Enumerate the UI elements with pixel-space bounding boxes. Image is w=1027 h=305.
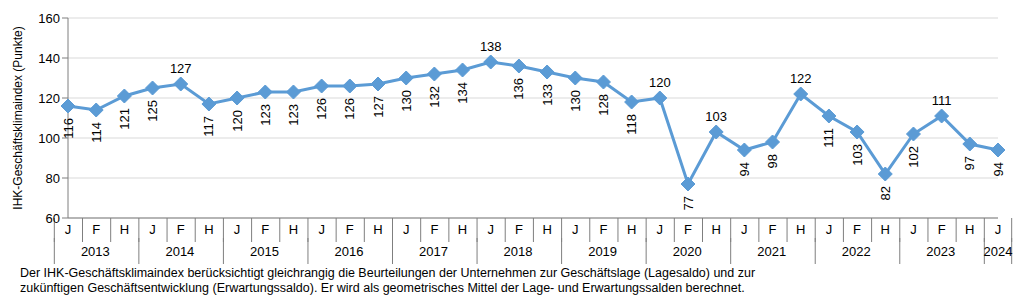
- svg-text:94: 94: [991, 162, 1006, 176]
- svg-text:H: H: [373, 222, 382, 237]
- svg-text:102: 102: [906, 146, 921, 168]
- svg-text:2023: 2023: [926, 244, 955, 259]
- svg-text:J: J: [572, 222, 579, 237]
- svg-text:F: F: [938, 222, 946, 237]
- svg-text:111: 111: [821, 128, 836, 148]
- svg-text:120: 120: [649, 75, 671, 90]
- svg-text:98: 98: [765, 154, 780, 168]
- html-text:zukünftigen Geschäftsentwicklu: zukünftigen Geschäftsentwicklung (Erwart…: [20, 281, 745, 295]
- svg-text:114: 114: [89, 122, 104, 143]
- svg-text:J: J: [741, 222, 748, 237]
- svg-text:121: 121: [117, 108, 132, 130]
- svg-text:132: 132: [427, 86, 442, 108]
- svg-text:H: H: [965, 222, 974, 237]
- svg-text:F: F: [853, 222, 861, 237]
- svg-text:F: F: [177, 222, 185, 237]
- svg-text:100: 100: [38, 131, 60, 146]
- svg-text:136: 136: [511, 78, 526, 100]
- svg-text:126: 126: [342, 98, 357, 120]
- svg-text:2014: 2014: [165, 244, 194, 259]
- svg-text:2017: 2017: [419, 244, 448, 259]
- svg-text:J: J: [487, 222, 494, 237]
- svg-text:2015: 2015: [250, 244, 279, 259]
- svg-text:111: 111: [932, 93, 952, 108]
- svg-text:J: J: [826, 222, 833, 237]
- svg-text:116: 116: [61, 118, 76, 139]
- svg-text:J: J: [403, 222, 410, 237]
- svg-text:103: 103: [705, 109, 727, 124]
- svg-text:2020: 2020: [673, 244, 702, 259]
- svg-text:H: H: [796, 222, 805, 237]
- svg-text:J: J: [657, 222, 664, 237]
- svg-text:H: H: [204, 222, 213, 237]
- svg-text:J: J: [234, 222, 241, 237]
- svg-text:F: F: [346, 222, 354, 237]
- svg-text:H: H: [120, 222, 129, 237]
- svg-text:118: 118: [624, 114, 639, 135]
- svg-text:130: 130: [399, 90, 414, 112]
- svg-text:82: 82: [878, 186, 893, 200]
- svg-text:H: H: [627, 222, 636, 237]
- svg-text:J: J: [910, 222, 917, 237]
- svg-text:H: H: [881, 222, 890, 237]
- svg-text:J: J: [318, 222, 325, 237]
- svg-text:128: 128: [596, 94, 611, 116]
- svg-text:133: 133: [540, 84, 555, 106]
- svg-text:80: 80: [46, 171, 60, 186]
- svg-text:120: 120: [38, 91, 60, 106]
- svg-text:2022: 2022: [842, 244, 871, 259]
- svg-text:160: 160: [38, 11, 60, 26]
- svg-text:2019: 2019: [588, 244, 617, 259]
- svg-text:103: 103: [850, 144, 865, 166]
- svg-text:134: 134: [455, 82, 470, 104]
- svg-text:2016: 2016: [335, 244, 364, 259]
- svg-text:F: F: [92, 222, 100, 237]
- svg-text:F: F: [769, 222, 777, 237]
- svg-text:97: 97: [962, 156, 977, 170]
- svg-text:H: H: [458, 222, 467, 237]
- svg-text:2024: 2024: [984, 244, 1013, 259]
- svg-text:123: 123: [258, 104, 273, 126]
- svg-text:77: 77: [681, 196, 696, 210]
- svg-text:F: F: [515, 222, 523, 237]
- svg-text:117: 117: [201, 116, 216, 137]
- svg-text:126: 126: [314, 98, 329, 120]
- svg-text:2013: 2013: [81, 244, 110, 259]
- svg-text:IHK-Geschäftsklimaindex (Punkt: IHK-Geschäftsklimaindex (Punkte): [11, 26, 25, 209]
- svg-text:127: 127: [170, 61, 192, 76]
- svg-text:J: J: [65, 222, 72, 237]
- svg-text:2021: 2021: [757, 244, 786, 259]
- html-text:Der IHK-Geschäftsklimaindex be: Der IHK-Geschäftsklimaindex berücksichti…: [20, 266, 756, 280]
- svg-text:F: F: [430, 222, 438, 237]
- svg-text:J: J: [995, 222, 1002, 237]
- svg-text:140: 140: [38, 51, 60, 66]
- svg-text:F: F: [261, 222, 269, 237]
- svg-text:H: H: [289, 222, 298, 237]
- svg-text:H: H: [711, 222, 720, 237]
- svg-text:60: 60: [46, 211, 60, 226]
- svg-text:123: 123: [286, 104, 301, 126]
- svg-text:125: 125: [145, 100, 160, 122]
- svg-text:2018: 2018: [504, 244, 533, 259]
- svg-text:138: 138: [480, 39, 502, 54]
- svg-text:H: H: [542, 222, 551, 237]
- svg-text:J: J: [149, 222, 156, 237]
- svg-text:94: 94: [737, 162, 752, 176]
- svg-text:F: F: [599, 222, 607, 237]
- svg-text:127: 127: [371, 96, 386, 118]
- svg-text:F: F: [684, 222, 692, 237]
- svg-text:130: 130: [568, 90, 583, 112]
- svg-text:122: 122: [790, 71, 812, 86]
- svg-text:120: 120: [230, 110, 245, 132]
